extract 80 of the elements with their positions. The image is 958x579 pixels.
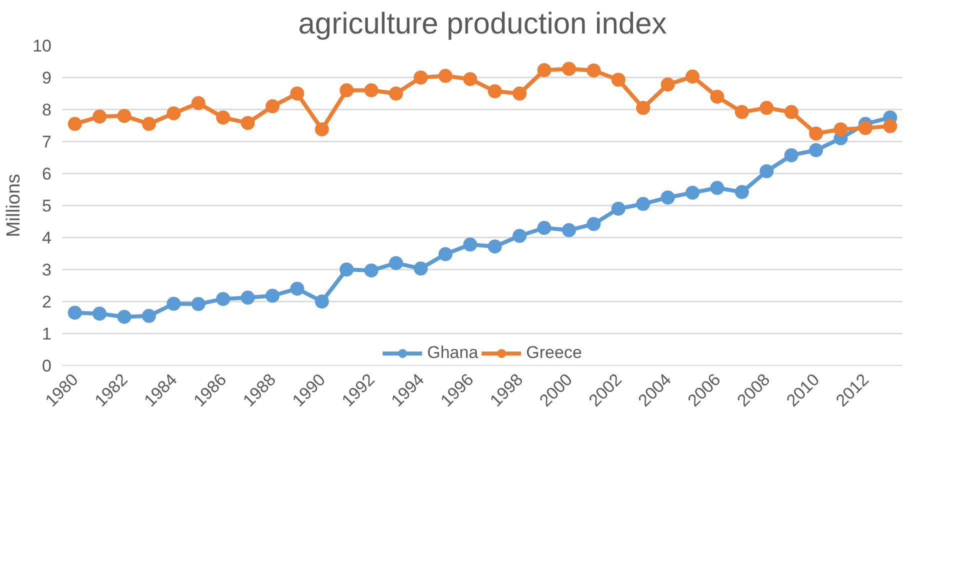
- point: [438, 247, 452, 262]
- point: [463, 238, 478, 252]
- y-tick-label: 2: [42, 292, 52, 312]
- point: [314, 122, 329, 136]
- y-tick-label: 5: [42, 196, 52, 216]
- point: [562, 223, 576, 238]
- legend-label: Ghana: [427, 343, 478, 363]
- y-tick-label: 6: [42, 164, 52, 184]
- point: [710, 90, 724, 104]
- point: [858, 121, 872, 136]
- point: [216, 292, 230, 306]
- point: [68, 306, 82, 320]
- point: [191, 96, 206, 110]
- point: [512, 86, 527, 100]
- point: [586, 217, 601, 232]
- point: [290, 282, 304, 296]
- y-tick-label: 8: [42, 100, 52, 120]
- point: [340, 83, 354, 98]
- y-tick-label: 7: [42, 132, 52, 152]
- y-tick-label: 4: [42, 228, 52, 248]
- point: [537, 220, 552, 235]
- point: [734, 105, 749, 120]
- point: [660, 78, 675, 92]
- point: [364, 263, 378, 278]
- point: [611, 202, 626, 216]
- point: [240, 290, 255, 305]
- point: [883, 119, 898, 134]
- point: [414, 262, 428, 276]
- point: [734, 185, 749, 200]
- point: [117, 310, 132, 324]
- y-tick-label: 0: [42, 356, 52, 376]
- point: [142, 308, 156, 323]
- point: [364, 83, 378, 98]
- point: [537, 63, 552, 78]
- point: [636, 100, 650, 115]
- point: [92, 306, 107, 321]
- point: [760, 164, 774, 178]
- point: [216, 110, 230, 124]
- point: [611, 72, 626, 87]
- point: [142, 116, 156, 131]
- y-tick-label: 9: [42, 68, 52, 88]
- legend-label: Greece: [526, 343, 582, 363]
- point: [834, 122, 848, 136]
- point: [290, 86, 304, 100]
- point: [166, 106, 181, 120]
- y-tick-label: 1: [42, 324, 52, 344]
- point: [488, 239, 502, 254]
- point: [92, 110, 107, 124]
- point: [438, 68, 452, 83]
- point: [240, 116, 255, 130]
- point: [512, 228, 527, 243]
- point: [784, 105, 798, 120]
- point: [488, 84, 502, 98]
- point: [586, 63, 601, 78]
- point: [809, 126, 824, 140]
- point: [809, 143, 824, 158]
- point: [117, 108, 132, 123]
- point: [314, 294, 329, 308]
- y-tick-label: 10: [32, 36, 52, 56]
- point: [340, 262, 354, 276]
- chart-title: agriculture production index: [298, 8, 667, 40]
- point: [414, 70, 428, 84]
- point: [266, 99, 280, 114]
- point: [660, 190, 675, 204]
- point: [710, 180, 724, 195]
- point: [389, 256, 404, 270]
- point: [784, 148, 798, 162]
- point: [636, 196, 650, 211]
- point: [686, 70, 700, 84]
- point: [266, 288, 280, 303]
- point: [562, 62, 576, 76]
- y-tick-label: 3: [42, 260, 52, 280]
- point: [686, 186, 700, 200]
- point: [760, 100, 774, 115]
- point: [191, 297, 206, 312]
- y-axis-title: Millions: [4, 174, 25, 238]
- point: [463, 72, 478, 86]
- point: [389, 86, 404, 100]
- point: [68, 116, 82, 131]
- point: [166, 296, 181, 311]
